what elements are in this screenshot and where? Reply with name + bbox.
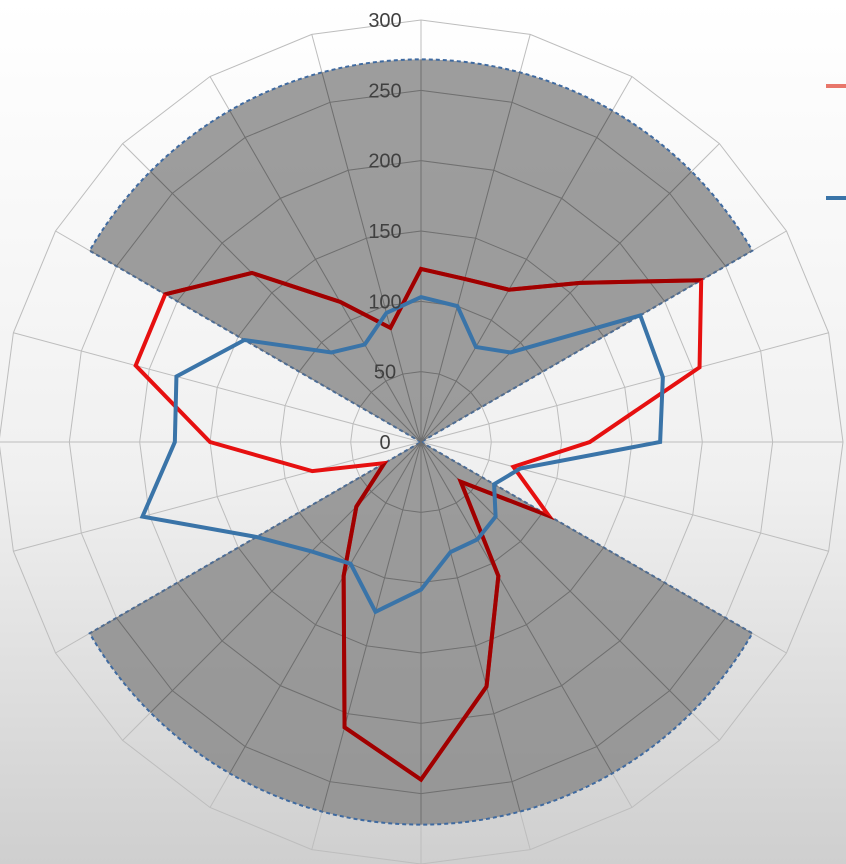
shaded-grid-spoke (209, 76, 422, 443)
shaded-grid-spoke (420, 76, 633, 443)
legend (826, 84, 846, 200)
shaded-grid-spoke (420, 441, 633, 808)
shaded-grid-spoke (311, 59, 422, 443)
grid-spoke (420, 441, 829, 552)
tick-label-100: 100 (368, 291, 401, 313)
tick-label-150: 150 (368, 221, 401, 243)
radial-axis-labels: 0 50 100 150 200 250 300 (368, 10, 401, 454)
shaded-grid-spoke (122, 143, 422, 443)
tick-label-50: 50 (374, 362, 396, 384)
grid-spoke (420, 332, 829, 443)
shaded-grid-spoke (311, 441, 422, 825)
shaded-grid-spoke (420, 59, 531, 443)
tick-label-200: 200 (368, 151, 401, 173)
tick-label-300: 300 (368, 10, 401, 32)
tick-label-250: 250 (368, 80, 401, 102)
grid-spoke (13, 332, 422, 443)
grid-spoke (13, 441, 422, 552)
tick-label-0: 0 (379, 432, 390, 454)
shaded-grid-spoke (420, 143, 720, 443)
shaded-grid-spoke (122, 441, 422, 741)
shaded-grid-spoke (420, 441, 720, 741)
shaded-grid-spoke (420, 441, 531, 825)
shaded-grid-spoke (209, 441, 422, 808)
series-lines (133, 266, 704, 783)
